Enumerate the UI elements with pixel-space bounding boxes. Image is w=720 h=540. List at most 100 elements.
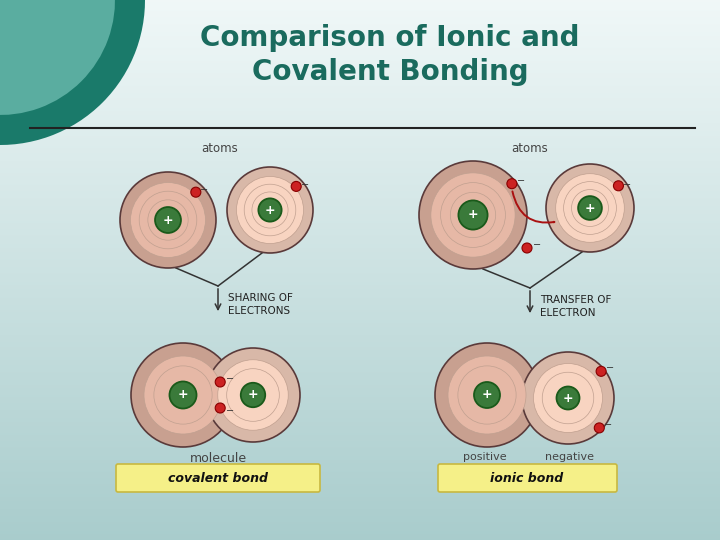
- Bar: [0, 223, 720, 224]
- Bar: [0, 467, 720, 468]
- Bar: [0, 529, 720, 530]
- Bar: [0, 307, 720, 308]
- Bar: [0, 158, 720, 159]
- Circle shape: [419, 161, 527, 269]
- Bar: [0, 536, 720, 537]
- Bar: [0, 42, 720, 43]
- Bar: [0, 53, 720, 54]
- Bar: [0, 363, 720, 364]
- Bar: [0, 225, 720, 226]
- Bar: [0, 34, 720, 35]
- Bar: [0, 68, 720, 69]
- Bar: [0, 58, 720, 59]
- Bar: [0, 178, 720, 179]
- Text: +: +: [178, 388, 189, 402]
- Circle shape: [556, 174, 624, 242]
- Bar: [0, 195, 720, 196]
- Bar: [0, 486, 720, 487]
- Bar: [0, 383, 720, 384]
- Bar: [0, 366, 720, 367]
- Bar: [0, 504, 720, 505]
- Circle shape: [557, 387, 580, 409]
- Bar: [0, 304, 720, 305]
- Bar: [0, 83, 720, 84]
- Circle shape: [191, 187, 201, 197]
- Text: ionic bond: ionic bond: [490, 471, 564, 484]
- Bar: [0, 472, 720, 473]
- Bar: [0, 29, 720, 30]
- Bar: [0, 79, 720, 80]
- Bar: [0, 385, 720, 386]
- Circle shape: [594, 423, 604, 433]
- Wedge shape: [0, 0, 145, 145]
- Text: −: −: [301, 179, 309, 190]
- Bar: [0, 354, 720, 355]
- Bar: [0, 341, 720, 342]
- Bar: [0, 314, 720, 315]
- Bar: [0, 523, 720, 524]
- Circle shape: [435, 343, 539, 447]
- Bar: [0, 137, 720, 138]
- Bar: [0, 508, 720, 509]
- Bar: [0, 22, 720, 23]
- Bar: [0, 527, 720, 528]
- Bar: [0, 113, 720, 114]
- Bar: [0, 252, 720, 253]
- Bar: [0, 263, 720, 264]
- Bar: [0, 316, 720, 317]
- Bar: [0, 409, 720, 410]
- Bar: [0, 483, 720, 484]
- Bar: [0, 260, 720, 261]
- Bar: [0, 344, 720, 345]
- Bar: [0, 412, 720, 413]
- Text: +: +: [563, 392, 573, 404]
- Circle shape: [474, 382, 500, 408]
- Bar: [0, 505, 720, 506]
- Bar: [0, 187, 720, 188]
- Bar: [0, 214, 720, 215]
- Bar: [0, 530, 720, 531]
- Bar: [0, 32, 720, 33]
- Bar: [0, 476, 720, 477]
- Bar: [0, 274, 720, 275]
- Bar: [0, 249, 720, 250]
- Bar: [0, 194, 720, 195]
- Bar: [0, 114, 720, 115]
- Bar: [0, 154, 720, 155]
- Bar: [0, 535, 720, 536]
- Bar: [0, 92, 720, 93]
- Bar: [0, 136, 720, 137]
- Bar: [0, 282, 720, 283]
- Bar: [0, 511, 720, 512]
- Bar: [0, 437, 720, 438]
- Bar: [0, 40, 720, 41]
- Bar: [0, 534, 720, 535]
- Bar: [0, 150, 720, 151]
- Bar: [0, 255, 720, 256]
- Wedge shape: [0, 0, 115, 115]
- Bar: [0, 490, 720, 491]
- Bar: [0, 509, 720, 510]
- Bar: [0, 91, 720, 92]
- Bar: [0, 516, 720, 517]
- Bar: [0, 236, 720, 237]
- Bar: [0, 296, 720, 297]
- Bar: [0, 149, 720, 150]
- Bar: [0, 77, 720, 78]
- Bar: [0, 208, 720, 209]
- Bar: [0, 394, 720, 395]
- Circle shape: [154, 366, 212, 424]
- Circle shape: [534, 363, 603, 433]
- Bar: [0, 461, 720, 462]
- Text: +: +: [585, 201, 595, 214]
- Bar: [0, 498, 720, 499]
- Circle shape: [227, 369, 279, 421]
- Bar: [0, 197, 720, 198]
- Circle shape: [227, 167, 313, 253]
- Bar: [0, 173, 720, 174]
- Bar: [0, 458, 720, 459]
- Bar: [0, 24, 720, 25]
- Bar: [0, 128, 720, 129]
- Bar: [0, 491, 720, 492]
- Bar: [0, 141, 720, 142]
